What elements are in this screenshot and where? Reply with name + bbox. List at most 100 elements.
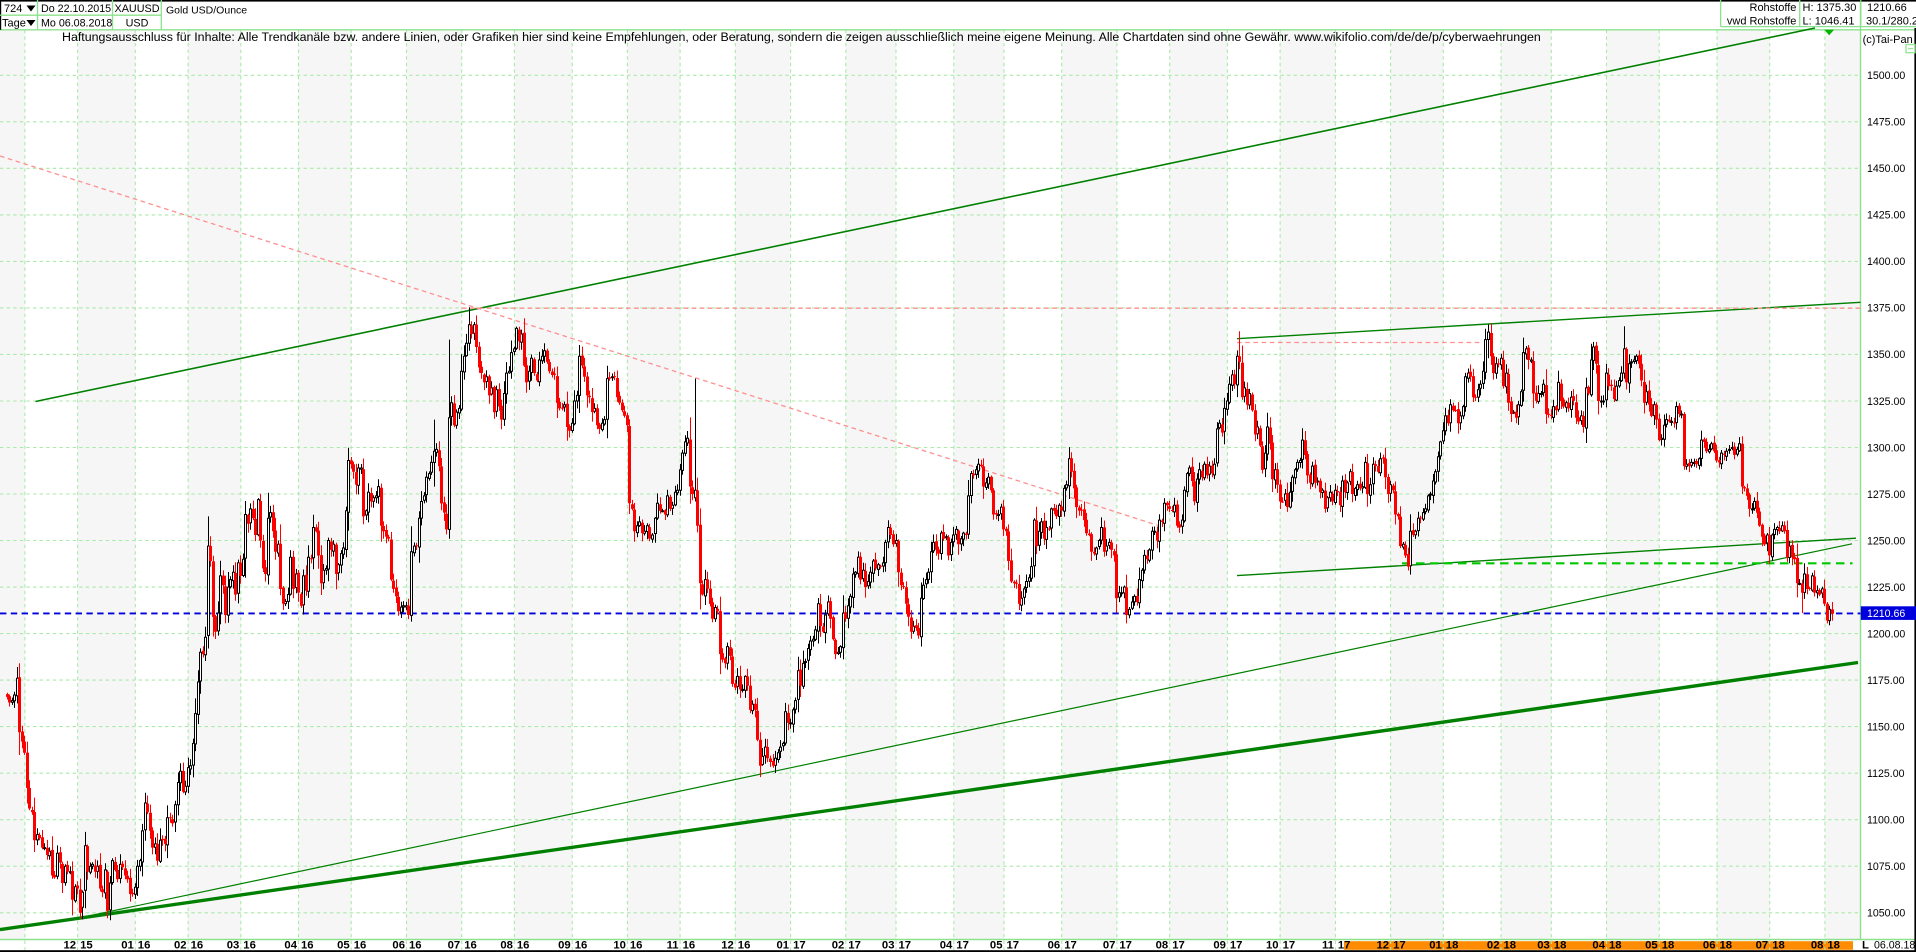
svg-text:12: 12 bbox=[1377, 940, 1390, 952]
svg-text:1475.00: 1475.00 bbox=[1867, 117, 1905, 129]
svg-text:01: 01 bbox=[121, 940, 134, 952]
svg-text:1100.00: 1100.00 bbox=[1867, 815, 1905, 827]
svg-text:16: 16 bbox=[409, 940, 422, 952]
svg-text:10: 10 bbox=[1266, 940, 1279, 952]
svg-text:08: 08 bbox=[1156, 940, 1169, 952]
svg-text:17: 17 bbox=[793, 940, 806, 952]
svg-text:1125.00: 1125.00 bbox=[1867, 768, 1905, 780]
svg-text:Tage: Tage bbox=[2, 17, 26, 29]
svg-text:05: 05 bbox=[1645, 940, 1658, 952]
svg-text:16: 16 bbox=[301, 940, 314, 952]
svg-text:16: 16 bbox=[464, 940, 477, 952]
svg-text:04: 04 bbox=[940, 940, 953, 952]
svg-text:16: 16 bbox=[575, 940, 588, 952]
svg-text:(c)Tai-Pan: (c)Tai-Pan bbox=[1863, 34, 1913, 46]
svg-text:1400.00: 1400.00 bbox=[1867, 256, 1905, 268]
svg-text:11: 11 bbox=[667, 940, 679, 952]
svg-text:18: 18 bbox=[1662, 940, 1675, 952]
svg-text:Do 22.10.2015: Do 22.10.2015 bbox=[41, 3, 111, 15]
svg-text:01: 01 bbox=[1429, 940, 1442, 952]
svg-text:Mo 06.08.2018: Mo 06.08.2018 bbox=[41, 17, 112, 29]
svg-text:07: 07 bbox=[448, 940, 461, 952]
svg-text:17: 17 bbox=[956, 940, 969, 952]
svg-text:1300.00: 1300.00 bbox=[1867, 442, 1905, 454]
svg-text:17: 17 bbox=[1338, 940, 1351, 952]
svg-text:1175.00: 1175.00 bbox=[1867, 675, 1905, 687]
svg-text:1210.66: 1210.66 bbox=[1867, 608, 1905, 620]
svg-text:18: 18 bbox=[1827, 940, 1840, 952]
svg-text:1425.00: 1425.00 bbox=[1867, 210, 1905, 222]
svg-text:1325.00: 1325.00 bbox=[1867, 396, 1905, 408]
svg-text:1500.00: 1500.00 bbox=[1867, 70, 1905, 82]
svg-text:06: 06 bbox=[1703, 940, 1716, 952]
svg-text:02: 02 bbox=[174, 940, 187, 952]
svg-text:04: 04 bbox=[284, 940, 297, 952]
svg-text:06: 06 bbox=[1048, 940, 1061, 952]
svg-text:17: 17 bbox=[899, 940, 912, 952]
svg-text:Rohstoffe: Rohstoffe bbox=[1750, 2, 1797, 14]
svg-text:12: 12 bbox=[64, 940, 77, 952]
svg-text:09: 09 bbox=[1213, 940, 1226, 952]
svg-text:03: 03 bbox=[1537, 940, 1550, 952]
svg-text:07: 07 bbox=[1103, 940, 1116, 952]
svg-text:H: 1375.30: H: 1375.30 bbox=[1803, 2, 1857, 14]
svg-text:1210.66: 1210.66 bbox=[1867, 2, 1907, 14]
svg-text:15: 15 bbox=[80, 940, 93, 952]
svg-text:L: L bbox=[1862, 940, 1869, 952]
svg-text:724: 724 bbox=[4, 3, 22, 15]
svg-text:1375.00: 1375.00 bbox=[1867, 303, 1905, 315]
svg-text:1225.00: 1225.00 bbox=[1867, 582, 1905, 594]
svg-text:16: 16 bbox=[683, 940, 696, 952]
svg-text:01: 01 bbox=[777, 940, 790, 952]
svg-text:17: 17 bbox=[1007, 940, 1020, 952]
svg-text:18: 18 bbox=[1609, 940, 1622, 952]
svg-text:17: 17 bbox=[848, 940, 861, 952]
svg-text:16: 16 bbox=[243, 940, 256, 952]
svg-text:08: 08 bbox=[500, 940, 513, 952]
svg-text:1250.00: 1250.00 bbox=[1867, 535, 1905, 547]
svg-text:18: 18 bbox=[1504, 940, 1517, 952]
svg-text:30.1/280.2: 30.1/280.2 bbox=[1866, 15, 1916, 27]
svg-text:17: 17 bbox=[1393, 940, 1406, 952]
svg-text:1350.00: 1350.00 bbox=[1867, 349, 1905, 361]
svg-text:05: 05 bbox=[990, 940, 1003, 952]
svg-text:18: 18 bbox=[1554, 940, 1567, 952]
svg-text:11: 11 bbox=[1322, 940, 1334, 952]
svg-text:17: 17 bbox=[1230, 940, 1243, 952]
svg-text:06: 06 bbox=[392, 940, 405, 952]
svg-text:L: 1046.41: L: 1046.41 bbox=[1803, 15, 1855, 27]
svg-text:1150.00: 1150.00 bbox=[1867, 721, 1905, 733]
svg-text:17: 17 bbox=[1064, 940, 1077, 952]
svg-text:18: 18 bbox=[1772, 940, 1785, 952]
svg-text:1275.00: 1275.00 bbox=[1867, 489, 1905, 501]
svg-text:10: 10 bbox=[613, 940, 626, 952]
svg-text:1075.00: 1075.00 bbox=[1867, 861, 1905, 873]
svg-text:05: 05 bbox=[337, 940, 350, 952]
svg-text:17: 17 bbox=[1283, 940, 1296, 952]
svg-text:1200.00: 1200.00 bbox=[1867, 628, 1905, 640]
svg-text:03: 03 bbox=[227, 940, 240, 952]
svg-text:08: 08 bbox=[1811, 940, 1824, 952]
svg-text:02: 02 bbox=[832, 940, 845, 952]
svg-text:1050.00: 1050.00 bbox=[1867, 908, 1905, 920]
svg-text:18: 18 bbox=[1446, 940, 1459, 952]
svg-text:06.08.18: 06.08.18 bbox=[1874, 940, 1915, 952]
svg-text:17: 17 bbox=[1119, 940, 1132, 952]
svg-text:07: 07 bbox=[1756, 940, 1769, 952]
svg-text:vwd Rohstoffe: vwd Rohstoffe bbox=[1727, 15, 1797, 27]
svg-text:XAUUSD: XAUUSD bbox=[115, 3, 160, 15]
svg-text:18: 18 bbox=[1720, 940, 1733, 952]
svg-text:16: 16 bbox=[630, 940, 643, 952]
svg-text:USD: USD bbox=[126, 17, 149, 29]
svg-text:16: 16 bbox=[738, 940, 751, 952]
svg-text:16: 16 bbox=[517, 940, 530, 952]
svg-text:09: 09 bbox=[558, 940, 571, 952]
svg-text:03: 03 bbox=[882, 940, 895, 952]
svg-text:04: 04 bbox=[1592, 940, 1605, 952]
svg-text:16: 16 bbox=[191, 940, 204, 952]
svg-text:16: 16 bbox=[138, 940, 151, 952]
svg-text:17: 17 bbox=[1172, 940, 1185, 952]
svg-text:12: 12 bbox=[721, 940, 734, 952]
svg-text:Gold USD/Ounce: Gold USD/Ounce bbox=[166, 5, 247, 17]
svg-text:Haftungsausschluss für Inhalte: Haftungsausschluss für Inhalte: Alle Tre… bbox=[62, 30, 1541, 44]
